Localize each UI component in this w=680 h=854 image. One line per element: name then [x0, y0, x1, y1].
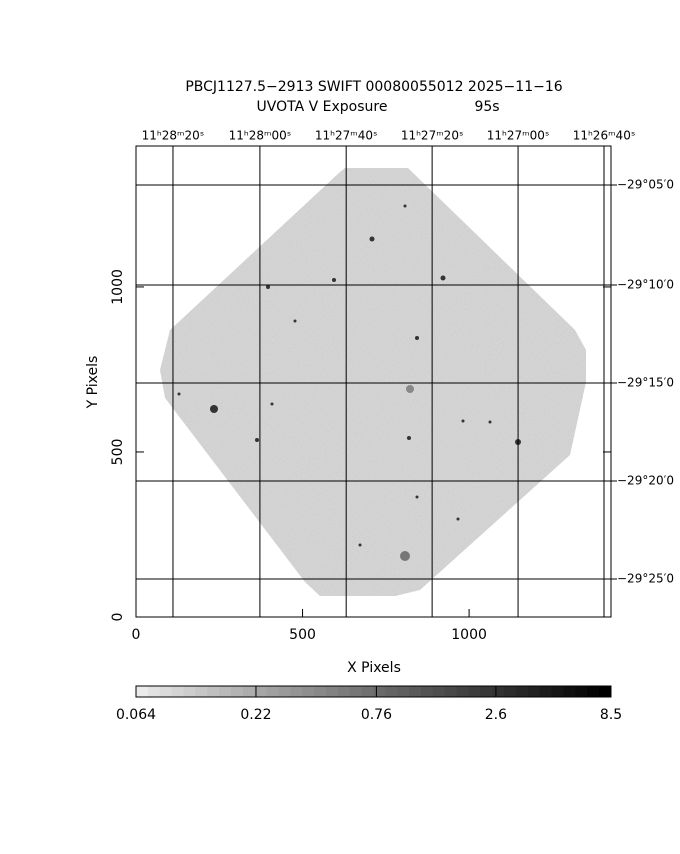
x2-tick-label: 11ʰ26ᵐ40ˢ [573, 129, 636, 143]
colorbar-step [278, 686, 291, 697]
y2-tick-label: −29°25′0 [617, 572, 674, 586]
chart-title: PBCJ1127.5−2913 SWIFT 00080055012 2025−1… [185, 79, 562, 95]
colorbar-step [254, 686, 268, 697]
colorbar-step [349, 686, 363, 697]
colorbar-step [421, 686, 434, 697]
x2-tick-label: 11ʰ28ᵐ20ˢ [142, 129, 205, 143]
y-axis-label: Y Pixels [85, 356, 101, 410]
colorbar-step [290, 686, 303, 697]
x-tick-label: 0 [132, 627, 141, 643]
y2-tick-label: −29°20′0 [617, 474, 674, 488]
colorbar-tick-label: 8.5 [600, 707, 622, 723]
y2-tick-label: −29°15′0 [617, 375, 674, 389]
colorbar-step [361, 686, 374, 697]
colorbar-step [195, 686, 208, 697]
x-axis-label: X Pixels [347, 660, 401, 676]
colorbar-step [432, 686, 446, 697]
plot-frame [135, 145, 612, 618]
colorbar-step [397, 686, 410, 697]
colorbar-step [302, 686, 315, 697]
colorbar-step [409, 686, 422, 697]
colorbar-step [136, 686, 149, 697]
x2-tick-label: 11ʰ27ᵐ00ˢ [487, 129, 550, 143]
x2-tick-label: 11ʰ28ᵐ00ˢ [229, 129, 292, 143]
colorbar-step [527, 686, 541, 697]
y2-tick-label: −29°05′0 [617, 177, 674, 191]
colorbar-tick-label: 0.064 [116, 707, 156, 723]
y-tick-label: 0 [110, 613, 126, 622]
colorbar-step [563, 686, 576, 697]
colorbar-step [326, 686, 339, 697]
y2-tick-label: −29°10′0 [617, 277, 674, 291]
colorbar-step [242, 686, 256, 697]
y-tick-label: 1000 [110, 269, 126, 305]
colorbar-step [337, 686, 351, 697]
colorbar-tick-label: 2.6 [485, 707, 507, 723]
colorbar-step [456, 686, 469, 697]
colorbar-step [207, 686, 220, 697]
colorbar-step [314, 686, 327, 697]
colorbar-step [373, 686, 386, 697]
colorbar-step [551, 686, 564, 697]
chart-subtitle: UVOTA V Exposure [257, 99, 388, 115]
colorbar-tick-label: 0.22 [240, 707, 271, 723]
colorbar-step [599, 686, 612, 697]
colorbar-step [468, 686, 481, 697]
y-tick-label: 500 [110, 439, 126, 466]
colorbar-step [385, 686, 398, 697]
x-tick-label: 1000 [451, 627, 487, 643]
colorbar-step [480, 686, 493, 697]
colorbar-step [159, 686, 173, 697]
colorbar-step [504, 686, 517, 697]
colorbar-step [516, 686, 529, 697]
colorbar-step [492, 686, 505, 697]
x2-tick-label: 11ʰ27ᵐ40ˢ [315, 129, 378, 143]
colorbar-step [147, 686, 161, 697]
colorbar-step [539, 686, 553, 697]
exposure-time: 95s [474, 99, 499, 115]
colorbar-step [444, 686, 458, 697]
colorbar-step [183, 686, 196, 697]
colorbar-step [575, 686, 588, 697]
x-tick-label: 500 [289, 627, 316, 643]
colorbar-step [587, 686, 600, 697]
colorbar-step [231, 686, 244, 697]
colorbar-step [171, 686, 184, 697]
colorbar-tick-label: 0.76 [361, 707, 392, 723]
colorbar-step [219, 686, 232, 697]
x2-tick-label: 11ʰ27ᵐ20ˢ [401, 129, 464, 143]
colorbar-step [266, 686, 279, 697]
